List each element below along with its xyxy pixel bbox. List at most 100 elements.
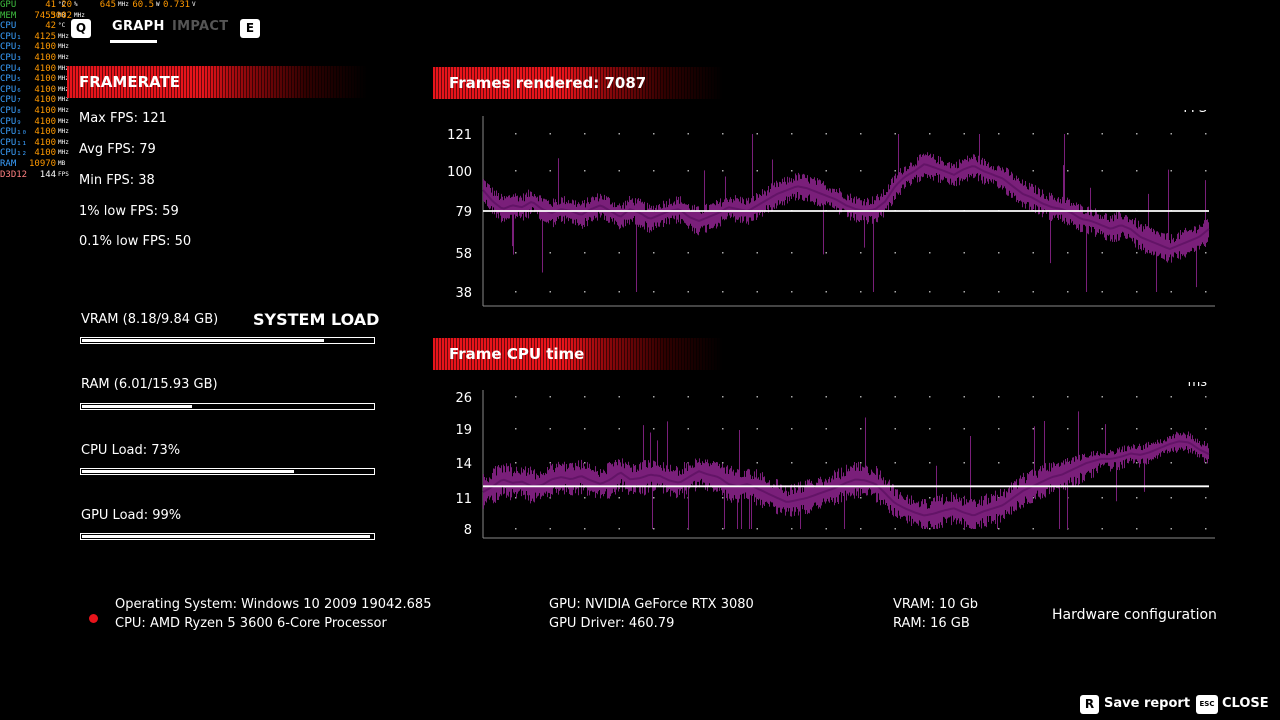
osd-value: 5002 (50, 10, 73, 21)
y-tick-label: 26 (455, 391, 472, 406)
grid-dot (1205, 133, 1207, 135)
grid-dot (1101, 291, 1103, 293)
grid-dot (1101, 528, 1103, 530)
grid-dot (1205, 428, 1207, 430)
grid-dot (1101, 497, 1103, 499)
grid-dot (722, 396, 724, 398)
osd-value: 4100 (34, 95, 57, 106)
close-button[interactable]: CLOSE (1222, 696, 1269, 711)
osd-label: D3D12 (0, 169, 28, 180)
vram-load-bar (80, 337, 375, 344)
grid-dot (756, 170, 758, 172)
osd-label: CPU₁₀ (0, 127, 28, 138)
grid-dot (1067, 133, 1069, 135)
grid-dot (756, 396, 758, 398)
framerate-title: FRAMERATE (79, 73, 181, 91)
y-unit-label: ms (1188, 382, 1208, 390)
grid-dot (1170, 291, 1172, 293)
grid-dot (998, 462, 1000, 464)
osd-value: 7453 (34, 10, 57, 21)
osd-label: CPU₄ (0, 63, 22, 74)
grid-dot (998, 291, 1000, 293)
grid-dot (860, 428, 862, 430)
grid-dot (825, 252, 827, 254)
grid-dot (894, 291, 896, 293)
vram-load-fill (82, 339, 324, 342)
osd-unit: MHz (74, 11, 85, 19)
active-tab-underline (110, 40, 157, 43)
gpu-load-bar (80, 533, 375, 540)
grid-dot (687, 428, 689, 430)
status-dot (89, 614, 98, 623)
osd-row: CPU₂ 4100 MHz (0, 42, 160, 53)
osd-label: CPU₂ (0, 42, 22, 53)
grid-dot (1136, 428, 1138, 430)
grid-dot (860, 497, 862, 499)
grid-dot (584, 252, 586, 254)
grid-dot (929, 497, 931, 499)
grid-dot (618, 252, 620, 254)
grid-dot (687, 170, 689, 172)
cpu-load-bar (80, 468, 375, 475)
y-tick-label: 8 (464, 523, 472, 538)
osd-label: CPU₈ (0, 105, 22, 116)
save-report-key[interactable]: R (1080, 695, 1099, 714)
grid-dot (1101, 133, 1103, 135)
save-report-button[interactable]: Save report (1104, 696, 1191, 711)
osd-row: CPU₁₂ 4100 MHz (0, 148, 160, 159)
osd-value: 20 (61, 0, 73, 10)
fps-chart: 38 58 79 100 121 FPS (447, 110, 1215, 307)
osd-unit: MHz (58, 75, 69, 83)
frame-cpu-time-title: Frame CPU time (449, 345, 585, 363)
grid-dot (963, 396, 965, 398)
grid-dot (963, 133, 965, 135)
osd-unit: °C (58, 22, 66, 30)
grid-dot (515, 462, 517, 464)
hardware-configuration-link[interactable]: Hardware configuration (1052, 607, 1217, 623)
grid-dot (998, 396, 1000, 398)
y-unit-label: FPS (1183, 110, 1207, 116)
osd-row: CPU₈ 4100 MHz (0, 106, 160, 117)
grid-dot (894, 528, 896, 530)
osd-unit: V (192, 1, 196, 8)
grid-dot (549, 528, 551, 530)
grid-dot (894, 462, 896, 464)
grid-dot (929, 396, 931, 398)
grid-dot (549, 252, 551, 254)
y-tick-label: 11 (455, 492, 472, 507)
grid-dot (963, 462, 965, 464)
grid-dot (894, 252, 896, 254)
grid-dot (860, 291, 862, 293)
osd-row: RAM 10970 MB (0, 159, 160, 170)
next-tab-key[interactable]: E (240, 19, 260, 38)
grid-dot (963, 252, 965, 254)
osd-value: 4100 (34, 105, 57, 116)
grid-dot (929, 528, 931, 530)
grid-dot (791, 170, 793, 172)
grid-dot (722, 497, 724, 499)
osd-unit: MHz (58, 96, 69, 104)
grid-dot (1032, 170, 1034, 172)
grid-dot (653, 528, 655, 530)
grid-dot (1205, 396, 1207, 398)
osd-value: 4100 (34, 116, 57, 127)
tab-impact[interactable]: IMPACT (172, 19, 229, 34)
grid-dot (1136, 462, 1138, 464)
frames-rendered-title: Frames rendered: 7087 (449, 74, 647, 92)
grid-dot (1136, 528, 1138, 530)
grid-dot (722, 170, 724, 172)
osd-unit: MHz (58, 43, 69, 51)
grid-dot (1205, 462, 1207, 464)
grid-dot (894, 396, 896, 398)
osd-value: 10970 (29, 158, 57, 169)
grid-dot (584, 462, 586, 464)
grid-dot (1032, 291, 1034, 293)
grid-dot (860, 396, 862, 398)
grid-dot (1032, 252, 1034, 254)
grid-dot (791, 133, 793, 135)
grid-dot (756, 462, 758, 464)
prev-tab-key[interactable]: Q (71, 19, 91, 38)
close-key[interactable]: ESC (1196, 695, 1218, 714)
grid-dot (584, 291, 586, 293)
tab-graph[interactable]: GRAPH (112, 19, 165, 34)
